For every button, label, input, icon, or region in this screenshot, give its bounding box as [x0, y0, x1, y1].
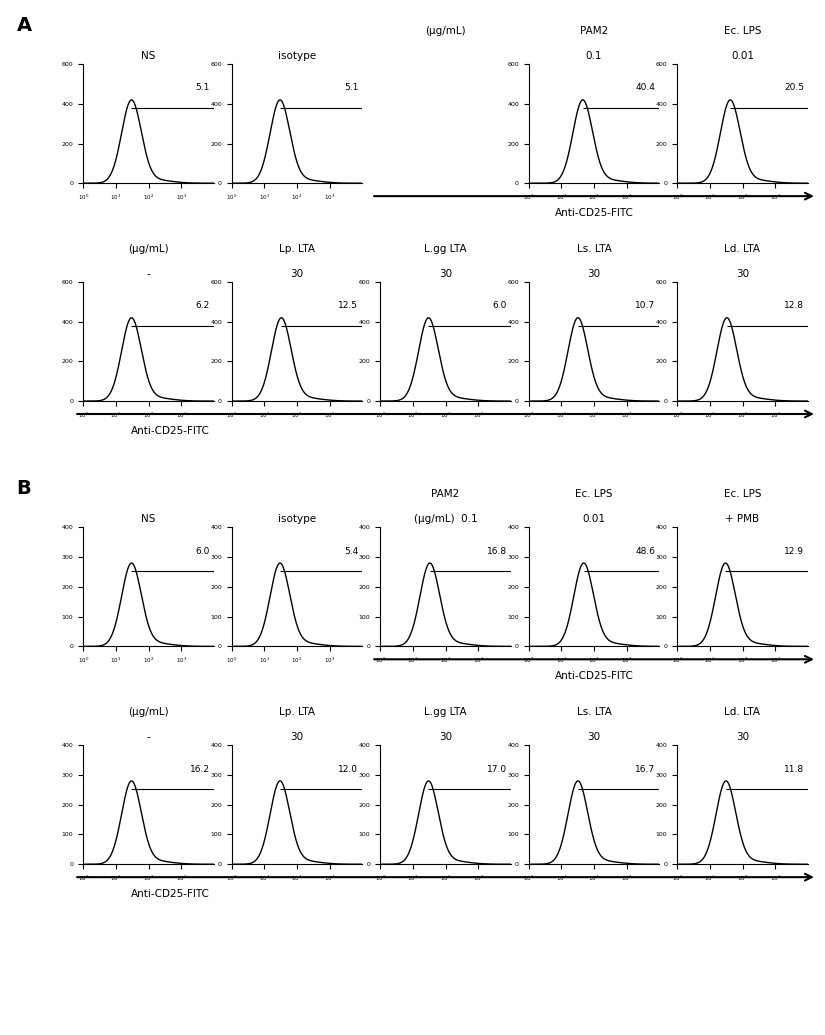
- Text: 0.1: 0.1: [586, 51, 602, 61]
- Text: 12.5: 12.5: [338, 301, 358, 310]
- Text: -: -: [147, 732, 150, 742]
- Text: 10.7: 10.7: [635, 301, 655, 310]
- Text: (μg/mL): (μg/mL): [128, 707, 169, 717]
- Text: Ls. LTA: Ls. LTA: [577, 244, 611, 255]
- Text: -: -: [147, 269, 150, 279]
- Text: + PMB: + PMB: [725, 514, 760, 525]
- Text: isotype: isotype: [278, 51, 316, 61]
- Text: 30: 30: [439, 732, 452, 742]
- Text: 6.2: 6.2: [196, 301, 210, 310]
- Text: 30: 30: [587, 732, 601, 742]
- Text: Anti-CD25-FITC: Anti-CD25-FITC: [131, 425, 210, 436]
- Text: (μg/mL): (μg/mL): [128, 244, 169, 255]
- Text: L.gg LTA: L.gg LTA: [424, 707, 467, 717]
- Text: 30: 30: [290, 732, 304, 742]
- Text: Ec. LPS: Ec. LPS: [724, 26, 761, 36]
- Text: 16.7: 16.7: [635, 765, 655, 773]
- Text: 30: 30: [439, 269, 452, 279]
- Text: 0.01: 0.01: [582, 514, 606, 525]
- Text: 16.8: 16.8: [487, 546, 507, 556]
- Text: Lp. LTA: Lp. LTA: [279, 244, 315, 255]
- Text: isotype: isotype: [278, 514, 316, 525]
- Text: 20.5: 20.5: [784, 84, 804, 92]
- Text: (μg/mL)  0.1: (μg/mL) 0.1: [413, 514, 478, 525]
- Text: 5.4: 5.4: [344, 546, 358, 556]
- Text: 6.0: 6.0: [196, 546, 210, 556]
- Text: 12.0: 12.0: [338, 765, 358, 773]
- Text: Lp. LTA: Lp. LTA: [279, 707, 315, 717]
- Text: NS: NS: [141, 514, 156, 525]
- Text: 5.1: 5.1: [196, 84, 210, 92]
- Text: Ls. LTA: Ls. LTA: [577, 707, 611, 717]
- Text: 30: 30: [736, 732, 749, 742]
- Text: Ld. LTA: Ld. LTA: [724, 707, 761, 717]
- Text: 11.8: 11.8: [784, 765, 804, 773]
- Text: B: B: [16, 479, 31, 498]
- Text: Ec. LPS: Ec. LPS: [724, 490, 761, 500]
- Text: 30: 30: [587, 269, 601, 279]
- Text: NS: NS: [141, 51, 156, 61]
- Text: 30: 30: [290, 269, 304, 279]
- Text: A: A: [16, 16, 31, 34]
- Text: Ld. LTA: Ld. LTA: [724, 244, 761, 255]
- Text: Ec. LPS: Ec. LPS: [575, 490, 613, 500]
- Text: 30: 30: [736, 269, 749, 279]
- Text: Anti-CD25-FITC: Anti-CD25-FITC: [554, 671, 634, 681]
- Text: L.gg LTA: L.gg LTA: [424, 244, 467, 255]
- Text: (μg/mL): (μg/mL): [425, 26, 466, 36]
- Text: 12.9: 12.9: [784, 546, 804, 556]
- Text: Anti-CD25-FITC: Anti-CD25-FITC: [131, 889, 210, 899]
- Text: 48.6: 48.6: [635, 546, 655, 556]
- Text: PAM2: PAM2: [580, 26, 608, 36]
- Text: 6.0: 6.0: [493, 301, 507, 310]
- Text: Anti-CD25-FITC: Anti-CD25-FITC: [554, 208, 634, 218]
- Text: 0.01: 0.01: [731, 51, 754, 61]
- Text: 17.0: 17.0: [487, 765, 507, 773]
- Text: PAM2: PAM2: [431, 490, 460, 500]
- Text: 5.1: 5.1: [344, 84, 358, 92]
- Text: 16.2: 16.2: [190, 765, 210, 773]
- Text: 40.4: 40.4: [635, 84, 655, 92]
- Text: 12.8: 12.8: [784, 301, 804, 310]
